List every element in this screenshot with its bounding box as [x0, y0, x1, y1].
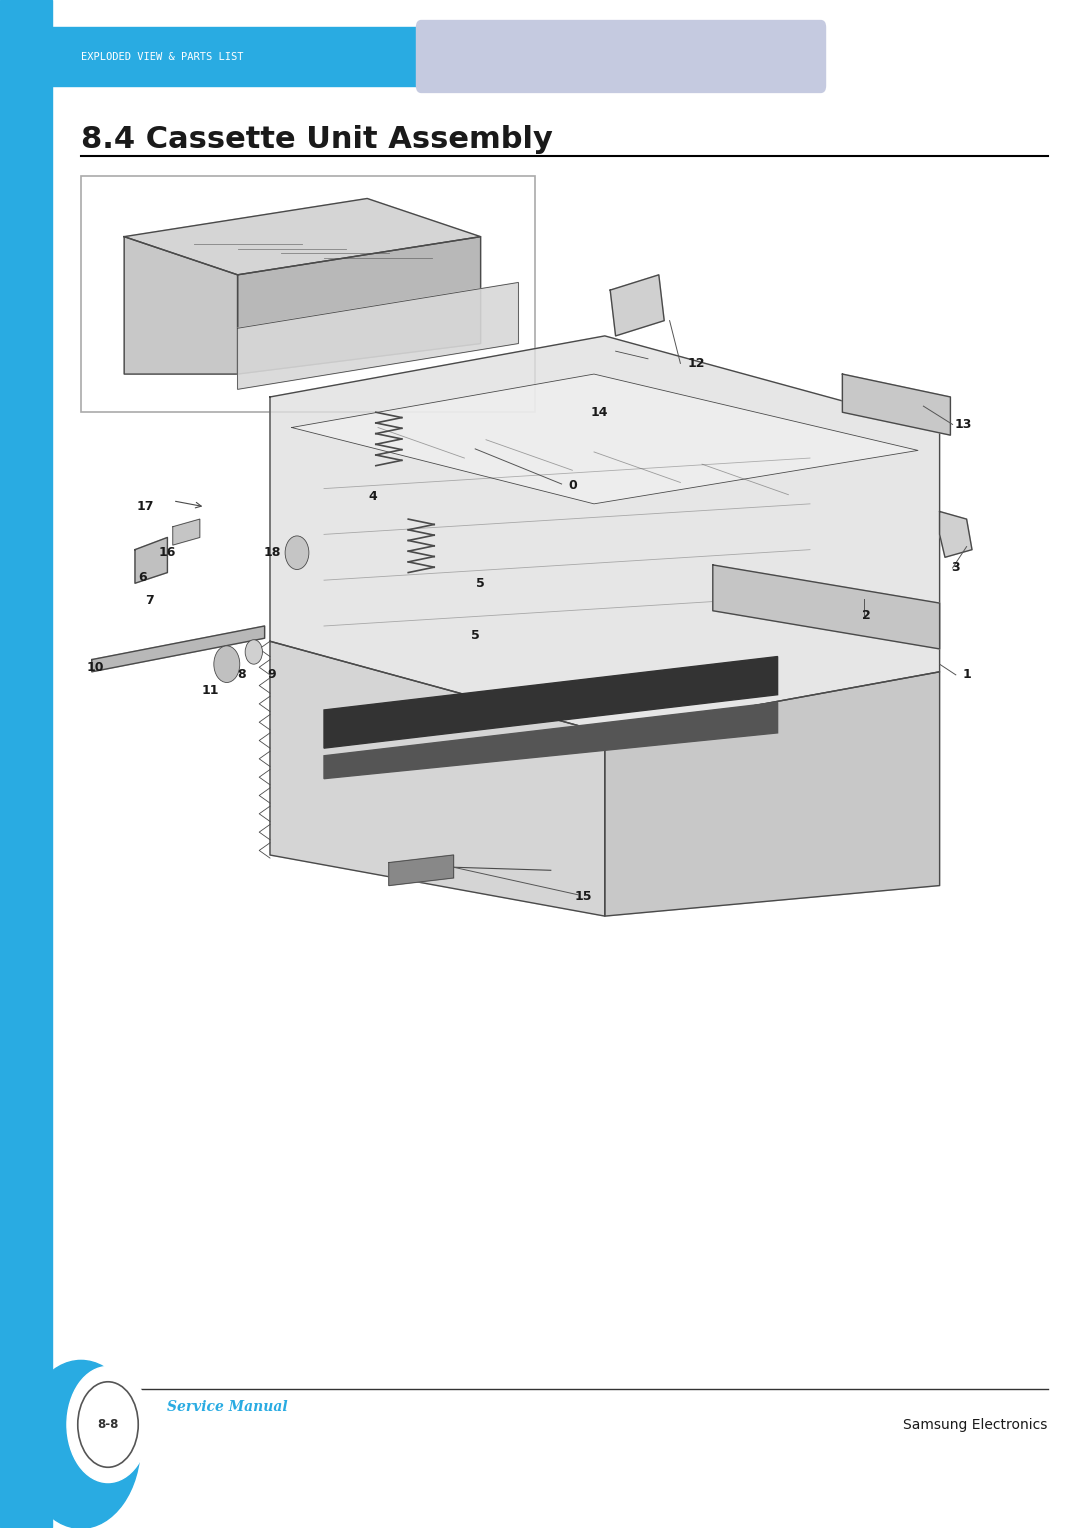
Polygon shape [173, 520, 200, 545]
Text: 16: 16 [159, 545, 176, 559]
Text: 14: 14 [591, 406, 608, 419]
Polygon shape [940, 512, 972, 558]
Polygon shape [270, 336, 940, 733]
Circle shape [22, 1360, 140, 1528]
Text: 5: 5 [471, 628, 480, 642]
Polygon shape [124, 237, 238, 374]
Text: 11: 11 [202, 683, 219, 697]
Circle shape [245, 640, 262, 665]
FancyBboxPatch shape [81, 176, 535, 413]
Polygon shape [238, 283, 518, 390]
Text: 8-8: 8-8 [97, 1418, 119, 1432]
Text: 8: 8 [238, 668, 246, 681]
Text: 3: 3 [951, 561, 960, 575]
Polygon shape [292, 374, 918, 504]
Polygon shape [124, 199, 481, 275]
Text: 13: 13 [955, 419, 972, 431]
Text: 1: 1 [962, 668, 971, 681]
Polygon shape [842, 374, 950, 435]
Text: 9: 9 [268, 668, 276, 681]
Circle shape [67, 1366, 149, 1482]
Text: 17: 17 [137, 500, 154, 513]
Polygon shape [389, 856, 454, 886]
Circle shape [214, 646, 240, 683]
Polygon shape [605, 672, 940, 917]
Text: 5: 5 [476, 576, 485, 590]
Text: Service Manual: Service Manual [167, 1400, 288, 1413]
Text: 15: 15 [575, 889, 592, 903]
Text: 2: 2 [862, 608, 870, 622]
Text: EXPLODED VIEW & PARTS LIST: EXPLODED VIEW & PARTS LIST [81, 52, 243, 63]
Text: 4: 4 [368, 489, 377, 503]
Text: 0: 0 [568, 480, 577, 492]
Polygon shape [238, 237, 481, 374]
Text: 18: 18 [264, 545, 281, 559]
Polygon shape [270, 642, 605, 917]
Polygon shape [324, 657, 778, 749]
Circle shape [78, 1381, 138, 1467]
Polygon shape [324, 703, 778, 779]
Text: Samsung Electronics: Samsung Electronics [903, 1418, 1048, 1432]
Bar [0, 0, 52, 1526]
Text: 12: 12 [688, 358, 705, 370]
Text: 8.4 Cassette Unit Assembly: 8.4 Cassette Unit Assembly [81, 125, 553, 154]
Polygon shape [610, 275, 664, 336]
Polygon shape [713, 565, 940, 649]
Text: 10: 10 [86, 660, 104, 674]
Circle shape [285, 536, 309, 570]
Bar [52, 28, 462, 86]
Polygon shape [92, 626, 265, 672]
FancyBboxPatch shape [416, 20, 826, 93]
Text: 6: 6 [138, 570, 147, 584]
Polygon shape [135, 538, 167, 584]
Text: 7: 7 [145, 593, 153, 607]
